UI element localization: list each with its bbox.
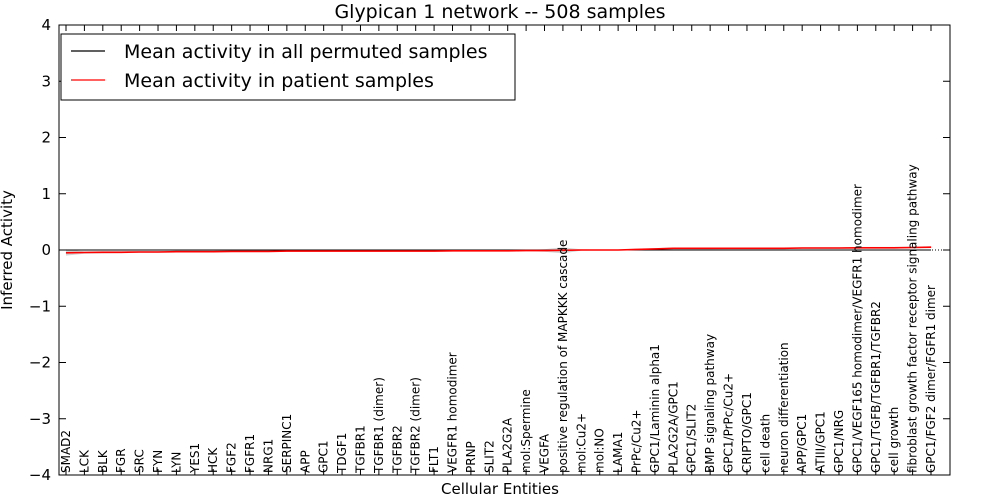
category-label: FGFR1 <box>243 434 257 473</box>
category-label: BMP signaling pathway <box>703 334 717 473</box>
category-label: GPC1/Laminin alpha1 <box>648 344 662 473</box>
category-label: GPC1/NRG <box>832 410 846 473</box>
y-tick-label: 3 <box>41 72 51 90</box>
y-axis-label: Inferred Activity <box>0 190 16 310</box>
category-label: mol:NO <box>593 428 607 473</box>
legend-box <box>60 33 516 101</box>
chart-title: Glypican 1 network -- 508 samples <box>334 1 665 23</box>
category-label: cell death <box>758 414 772 473</box>
category-label: NRG1 <box>261 439 275 473</box>
category-label: ATIII/GPC1 <box>814 411 828 473</box>
category-label: GPC1/VEGF165 homodimer/VEGFR1 homodimer <box>850 184 864 473</box>
category-label: TGFBR1 (dimer) <box>372 377 386 474</box>
category-label: VEGFA <box>538 433 552 473</box>
category-label: TGFBR2 (dimer) <box>409 377 423 474</box>
category-label: neuron differentiation <box>777 342 791 473</box>
category-label: FGR <box>114 448 128 473</box>
category-label: CRIPTO/GPC1 <box>740 392 754 473</box>
category-label: LCK <box>77 449 91 473</box>
category-label: mol:Spermine <box>519 389 533 473</box>
legend: Mean activity in all permuted samples Me… <box>60 33 516 101</box>
category-label: PLA2G2A <box>501 417 515 473</box>
legend-label-patient: Mean activity in patient samples <box>124 70 434 92</box>
category-label: GPC1/TGFB/TGFBR1/TGFBR2 <box>869 301 883 473</box>
category-label: FYN <box>151 450 165 473</box>
y-tick-label: 4 <box>41 16 51 34</box>
category-label: GPC1/PrPc/Cu2+ <box>722 373 736 473</box>
category-label: PrPc/Cu2+ <box>630 409 644 473</box>
category-label-layer: SMAD2 LCK BLK FGR SRC FYN LYN YES1 HCK FGF2 FGFR1 N… <box>59 164 938 474</box>
category-label: BLK <box>96 449 110 473</box>
category-label: APP/GPC1 <box>795 414 809 473</box>
series-layer <box>65 246 932 254</box>
category-label: FGF2 <box>225 442 239 473</box>
category-label: mol:Cu2+ <box>574 413 588 473</box>
category-label: SMAD2 <box>59 430 73 473</box>
series-line-patient <box>65 246 932 254</box>
x-tick-layer <box>65 25 932 475</box>
y-tick-label: −2 <box>29 354 51 372</box>
category-label: TGFBR2 <box>390 425 404 474</box>
legend-label-permuted: Mean activity in all permuted samples <box>124 41 487 63</box>
y-tick-layer: −4 −3 −2 −1 0 1 2 3 4 <box>29 16 950 484</box>
category-label: FLT1 <box>427 446 441 473</box>
category-label: GPC1/SLIT2 <box>685 404 699 473</box>
y-tick-label: 0 <box>41 241 51 259</box>
y-tick-label: −3 <box>29 410 51 428</box>
category-label: LYN <box>169 452 183 473</box>
category-label: SLIT2 <box>482 440 496 473</box>
category-label: HCK <box>206 447 220 473</box>
category-label: cell growth <box>887 407 901 473</box>
category-label: GPC1 <box>317 440 331 473</box>
category-label: YES1 <box>188 443 202 474</box>
category-label: PRNP <box>464 441 478 473</box>
category-label: VEGFR1 homodimer <box>446 352 460 473</box>
x-axis-label: Cellular Entities <box>441 480 559 498</box>
category-label: fibroblast growth factor receptor signal… <box>906 164 920 473</box>
y-tick-label: −4 <box>29 466 51 484</box>
y-tick-label: −1 <box>29 297 51 315</box>
category-label: SRC <box>133 449 147 473</box>
category-label: GPC1/FGF2 dimer/FGFR1 dimer <box>924 285 938 473</box>
category-label: TDGF1 <box>335 433 349 474</box>
y-tick-label: 2 <box>41 129 51 147</box>
category-label: SERPINC1 <box>280 414 294 473</box>
y-tick-label: 1 <box>41 185 51 203</box>
category-label: PLA2G2A/GPC1 <box>666 381 680 473</box>
category-label: TGFBR1 <box>354 425 368 474</box>
category-label: APP <box>298 450 312 473</box>
category-label: LAMA1 <box>611 432 625 473</box>
category-label: positive regulation of MAPKKK cascade <box>556 240 570 473</box>
